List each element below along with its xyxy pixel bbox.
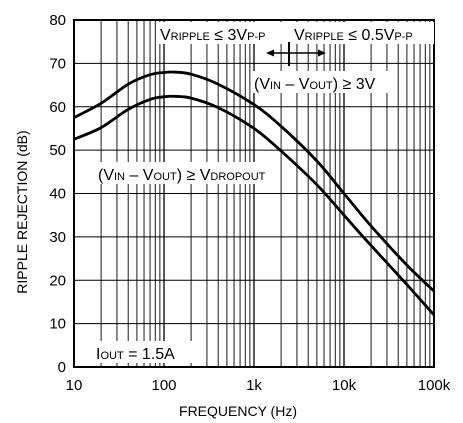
series-line-1 bbox=[73, 70, 435, 293]
annotation-ripple-right: VRIPPLE ≤ 0.5VP-P bbox=[294, 27, 413, 44]
annotation-backdrop-left bbox=[158, 22, 284, 44]
annotation-ripple-left: VRIPPLE ≤ 3VP-P bbox=[160, 27, 265, 44]
plot-grid bbox=[74, 20, 434, 367]
x-tick-label: 10k bbox=[332, 377, 357, 394]
y-tick-label: 40 bbox=[49, 186, 66, 203]
y-tick-label: 60 bbox=[49, 99, 66, 116]
y-tick-label: 50 bbox=[49, 142, 66, 159]
chart-curves bbox=[73, 70, 436, 316]
annotation-backdrop-upper bbox=[252, 71, 390, 93]
annotation-upper-curve: (VIN – VOUT) ≥ 3V bbox=[254, 76, 376, 93]
x-tick-label: 100k bbox=[418, 377, 451, 394]
annotation-backdrop-iout bbox=[94, 341, 192, 363]
x-axis-title: FREQUENCY (Hz) bbox=[179, 403, 297, 419]
y-tick-label: 0 bbox=[58, 359, 66, 376]
y-tick-labels: 0 10 20 30 40 50 60 70 80 bbox=[49, 12, 66, 376]
x-tick-labels: 10 100 1k 10k 100k bbox=[66, 377, 451, 394]
annotation-iout: IOUT = 1.5A bbox=[96, 346, 175, 363]
y-tick-label: 20 bbox=[49, 272, 66, 289]
x-tick-label: 100 bbox=[151, 377, 176, 394]
annotation-arrowhead-left bbox=[266, 49, 274, 57]
annotation-arrowhead-right bbox=[318, 49, 326, 57]
y-tick-label: 80 bbox=[49, 12, 66, 29]
plot-frame bbox=[73, 19, 435, 368]
x-tick-label: 1k bbox=[246, 377, 262, 394]
y-tick-label: 30 bbox=[49, 229, 66, 246]
annotation-backdrop-right bbox=[292, 22, 434, 44]
series-line-2 bbox=[73, 94, 436, 316]
annotation-backdrop-lower bbox=[96, 162, 274, 184]
y-tick-label: 10 bbox=[49, 316, 66, 333]
y-axis-title: RIPPLE REJECTION (dB) bbox=[14, 130, 30, 293]
annotation-lower-curve: (VIN – VOUT) ≥ VDROPOUT bbox=[98, 167, 266, 184]
x-tick-label: 10 bbox=[66, 377, 83, 394]
y-tick-label: 70 bbox=[49, 55, 66, 72]
